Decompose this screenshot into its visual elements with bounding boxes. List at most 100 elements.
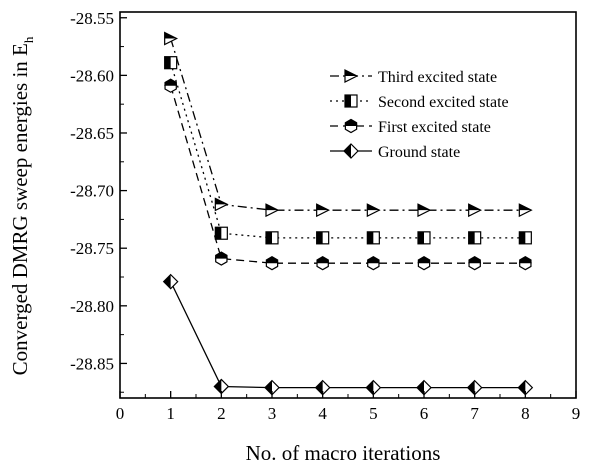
x-tick-label: 1: [166, 404, 175, 423]
marker-diamond-fill: [518, 380, 526, 395]
marker-hexagon-fill: [417, 256, 431, 264]
marker-square-fill: [215, 227, 222, 240]
marker-triangle-fill: [164, 32, 177, 39]
x-tick-label: 7: [470, 404, 479, 423]
marker-diamond-fill: [344, 144, 351, 158]
data-point: [468, 231, 482, 245]
legend-label: Ground state: [378, 144, 460, 161]
marker-hexagon-fill: [164, 79, 178, 86]
y-tick-label: -28.70: [70, 182, 114, 201]
series-1: [164, 31, 533, 218]
data-point: [316, 231, 330, 245]
marker-diamond-fill: [417, 380, 424, 395]
legend-entry: Third excited state: [330, 69, 497, 86]
data-point: [417, 203, 432, 218]
series-2: [164, 56, 532, 245]
legend-marker: [344, 94, 358, 108]
data-point: [214, 226, 228, 240]
x-tick-label: 0: [116, 404, 125, 423]
x-tick-label: 5: [369, 404, 378, 423]
plot-frame: [119, 11, 577, 399]
data-point: [316, 203, 331, 218]
marker-hexagon-fill: [366, 256, 380, 264]
legend-label: Third excited state: [378, 69, 497, 86]
marker-square-fill: [367, 231, 374, 244]
x-tick-label: 3: [268, 404, 277, 423]
data-point: [164, 56, 178, 70]
legend-label: First excited state: [378, 119, 491, 136]
series-line: [170, 281, 526, 389]
plot-area: [162, 31, 534, 396]
marker-triangle-fill: [367, 204, 380, 211]
y-tick-label: -28.55: [70, 9, 114, 28]
x-tick-label: 4: [318, 404, 327, 423]
y-axis-title-main: Converged DMRG sweep energies in E: [8, 43, 32, 375]
x-axis-title: No. of macro iterations: [246, 441, 441, 465]
marker-hexagon-fill: [265, 256, 279, 264]
marker-square-fill: [164, 56, 171, 69]
data-point: [366, 255, 380, 271]
marker-square-fill: [345, 95, 351, 107]
data-point: [164, 78, 178, 93]
y-axis-title-subscript: h: [21, 36, 36, 43]
data-point: [468, 255, 482, 271]
data-point: [366, 231, 380, 245]
marker-square-fill: [519, 231, 526, 244]
data-point: [518, 203, 533, 218]
data-point: [417, 231, 431, 245]
series-3: [164, 78, 532, 271]
y-tick-label: -28.60: [70, 66, 114, 85]
data-point: [365, 379, 382, 396]
y-tick-label: -28.80: [70, 297, 114, 316]
y-tick-label: -28.65: [70, 124, 114, 143]
marker-square-fill: [468, 231, 475, 244]
data-point: [264, 379, 280, 396]
marker-hexagon-fill: [214, 252, 228, 259]
data-point: [265, 203, 280, 218]
marker-diamond-fill: [467, 380, 475, 395]
data-point: [316, 255, 330, 271]
marker-triangle-fill: [345, 70, 357, 76]
data-point: [417, 255, 431, 271]
marker-triangle-fill: [316, 204, 329, 211]
y-tick-label: -28.75: [70, 239, 114, 258]
legend-marker: [344, 69, 359, 83]
marker-diamond-fill: [265, 380, 272, 395]
x-tick-label: 9: [572, 404, 581, 423]
data-point: [366, 203, 381, 218]
legend-label: Second excited state: [378, 94, 509, 111]
legend-marker: [343, 143, 359, 159]
marker-triangle-fill: [418, 204, 430, 211]
data-point: [265, 231, 279, 245]
data-point: [518, 231, 532, 245]
y-axis-title: Converged DMRG sweep energies in Eh: [8, 36, 36, 375]
marker-triangle-fill: [215, 198, 228, 205]
data-point: [162, 273, 179, 290]
marker-hexagon-fill: [518, 256, 532, 264]
series-line: [170, 85, 526, 264]
data-point: [214, 197, 229, 212]
legend-entry: Second excited state: [330, 94, 509, 111]
legend-marker: [344, 118, 358, 134]
marker-hexagon-fill: [344, 119, 358, 126]
marker-triangle-fill: [468, 204, 481, 211]
legend-entry: Ground state: [330, 143, 460, 161]
y-axis-title-group: Converged DMRG sweep energies in Eh: [8, 36, 36, 375]
marker-diamond-fill: [214, 379, 222, 394]
series-line: [170, 38, 526, 211]
marker-hexagon-fill: [316, 256, 330, 264]
marker-hexagon-fill: [468, 256, 482, 264]
marker-diamond-fill: [163, 274, 171, 289]
marker-triangle-fill: [266, 204, 278, 211]
axes: 0 1 2 3 4 5 6 7 8 9 -28.55 -28.60 -28.65 -28.70 -28.75…: [70, 9, 580, 423]
data-point: [164, 31, 179, 46]
series-line: [170, 62, 526, 239]
marker-diamond-fill: [315, 380, 323, 395]
marker-square-fill: [266, 231, 272, 244]
data-point: [265, 255, 279, 271]
data-point: [214, 251, 228, 266]
marker-triangle-fill: [519, 204, 532, 211]
marker-square-fill: [316, 231, 323, 244]
legend-entry: First excited state: [330, 118, 491, 136]
